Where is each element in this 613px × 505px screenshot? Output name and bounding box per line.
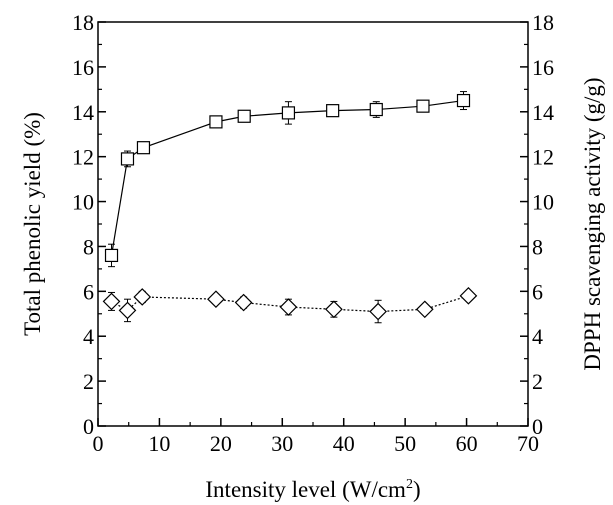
x-axis-title-superscript: 2 [406, 477, 413, 492]
x-tick-label: 50 [394, 431, 416, 456]
x-tick-label: 40 [333, 431, 355, 456]
data-point-square [416, 99, 430, 113]
y-tick-label-left: 16 [72, 55, 94, 80]
y-tick-label-left: 18 [72, 10, 94, 35]
x-axis-title-end: ) [413, 477, 421, 502]
y-tick-label-right: 6 [532, 279, 543, 304]
data-point-diamond [369, 302, 387, 321]
y-tick-label-right: 18 [532, 10, 554, 35]
y-tick-label-left: 10 [72, 190, 94, 215]
data-point-square [237, 109, 251, 123]
x-tick-label: 10 [148, 431, 170, 456]
data-point-diamond [325, 300, 343, 319]
y-tick-label-right: 12 [532, 145, 554, 170]
y-tick-label-right: 16 [532, 55, 554, 80]
plot-frame [97, 21, 529, 427]
y-tick-label-right: 14 [532, 100, 554, 125]
data-point-square [209, 115, 223, 129]
data-point-diamond [234, 293, 253, 312]
y-tick-label-right: 2 [532, 369, 543, 394]
x-tick-label: 30 [271, 431, 293, 456]
data-point-diamond [118, 301, 137, 320]
series-layer [102, 91, 478, 324]
x-tick-label: 70 [517, 431, 539, 456]
data-point-diamond [459, 286, 478, 305]
y-tick-label-right: 4 [532, 324, 543, 349]
y-tick-label-right: 8 [532, 234, 543, 259]
x-tick-label: 60 [456, 431, 478, 456]
series-2-line [111, 295, 469, 313]
data-point-square [120, 152, 135, 166]
data-point-square [281, 106, 296, 120]
y-tick-label-left: 0 [83, 414, 94, 439]
y-tick-label-left: 6 [83, 279, 94, 304]
y-tick-label-left: 12 [72, 145, 94, 170]
series-1-line [110, 99, 464, 256]
x-tick-label: 0 [93, 431, 104, 456]
data-point-diamond [207, 290, 225, 309]
data-point-square [369, 102, 383, 117]
data-point-square [136, 141, 151, 155]
y-tick-label-left: 14 [72, 100, 94, 125]
data-point-diamond [133, 288, 152, 306]
y-tick-label-right: 0 [532, 414, 543, 439]
data-point-square [326, 104, 340, 118]
y-axis-title-right: DPPH scavenging activity (g/g) [580, 77, 605, 370]
data-point-square [456, 93, 471, 108]
x-tick-label: 20 [210, 431, 232, 456]
data-point-diamond [279, 298, 298, 316]
data-point-diamond [102, 292, 121, 311]
data-point-diamond [415, 300, 434, 319]
y-axis-title-left: Total phenolic yield (%) [20, 112, 45, 336]
x-axis-title: Intensity level (W/cm2) [205, 477, 420, 502]
y-tick-label-left: 2 [83, 369, 94, 394]
y-tick-label-left: 8 [83, 234, 94, 259]
data-point-square [104, 248, 119, 263]
y-tick-label-left: 4 [83, 324, 94, 349]
y-tick-label-right: 10 [532, 190, 554, 215]
